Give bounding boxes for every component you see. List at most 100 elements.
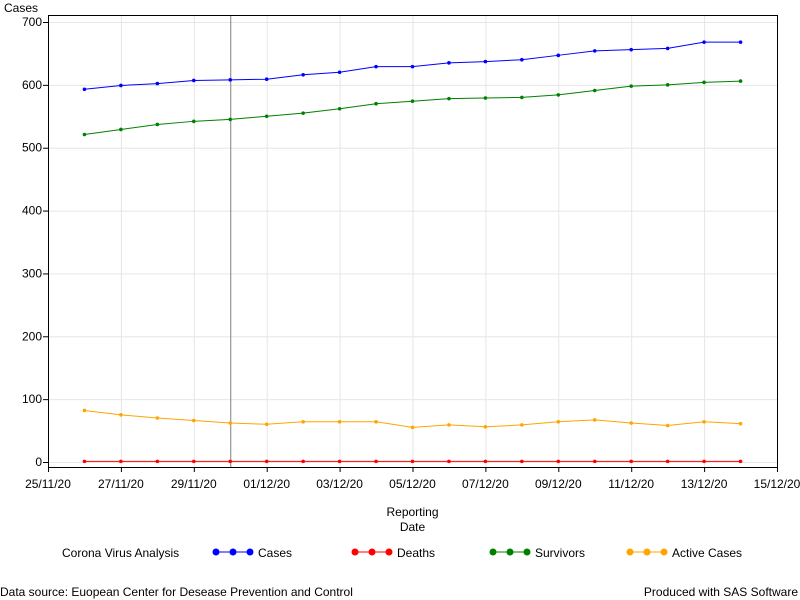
y-tick-label: 100 [22, 392, 42, 406]
data-point-survivors [82, 132, 87, 137]
data-point-cases [665, 46, 670, 51]
series-layer [82, 40, 743, 464]
data-point-active-cases [483, 425, 488, 429]
data-point-deaths [520, 459, 524, 464]
data-point-cases [192, 78, 196, 83]
data-point-cases [738, 40, 743, 44]
legend-swatch-marker [523, 548, 531, 556]
data-point-cases [410, 64, 415, 69]
data-point-survivors [410, 99, 415, 103]
data-point-deaths [410, 459, 415, 464]
data-point-survivors [520, 95, 524, 100]
data-point-active-cases [520, 423, 524, 427]
data-point-deaths [82, 459, 87, 464]
data-point-survivors [374, 101, 378, 106]
x-axis-title-line1: Reporting [386, 505, 438, 519]
data-point-cases [520, 57, 524, 62]
legend-swatch-marker [626, 548, 634, 556]
legend-label: Cases [258, 546, 292, 560]
data-point-deaths [702, 459, 706, 464]
data-point-survivors [337, 106, 342, 111]
data-point-deaths [665, 459, 670, 464]
data-point-deaths [264, 459, 269, 464]
x-tick-label: 11/12/20 [608, 477, 654, 491]
data-point-cases [629, 47, 633, 52]
legend-item-cases: Cases [212, 546, 292, 560]
data-point-survivors [738, 79, 743, 83]
data-point-survivors [264, 114, 269, 119]
data-point-active-cases [82, 408, 87, 413]
data-point-active-cases [192, 418, 196, 423]
legend-swatch-marker [246, 548, 254, 556]
data-point-cases [119, 83, 123, 88]
data-point-active-cases [155, 416, 160, 420]
y-tick-label: 600 [22, 78, 42, 92]
x-tick-label: 01/12/20 [243, 477, 290, 491]
data-point-survivors [665, 83, 670, 87]
data-point-deaths [155, 459, 160, 464]
data-point-deaths [374, 459, 378, 464]
legend-label: Active Cases [672, 546, 742, 560]
y-tick-label: 300 [22, 266, 42, 280]
data-point-deaths [228, 459, 233, 464]
data-point-survivors [483, 96, 488, 100]
gridlines [48, 15, 778, 467]
data-point-active-cases [629, 421, 633, 425]
legend-swatch-marker [351, 548, 359, 556]
data-point-survivors [119, 127, 123, 132]
data-point-cases [264, 77, 269, 81]
data-point-survivors [556, 93, 561, 97]
data-point-survivors [702, 80, 706, 85]
data-point-survivors [447, 96, 451, 101]
x-axis-title-line2: Date [400, 520, 426, 534]
data-point-cases [301, 73, 305, 77]
data-point-active-cases [556, 419, 561, 424]
y-axis-title: Cases [4, 1, 38, 15]
legend-swatch-marker [229, 548, 237, 556]
data-point-deaths [337, 459, 342, 464]
data-point-active-cases [447, 423, 451, 427]
legend: Corona Virus Analysis Cases Deaths Survivo… [62, 546, 742, 560]
data-point-deaths [738, 459, 743, 464]
data-point-cases [592, 49, 597, 53]
data-point-active-cases [337, 419, 342, 424]
data-point-active-cases [592, 418, 597, 422]
footer-credit: Produced with SAS Software [644, 585, 798, 599]
data-point-active-cases [738, 421, 743, 426]
x-tick-label: 09/12/20 [535, 477, 582, 491]
data-point-survivors [629, 84, 633, 88]
data-point-cases [82, 87, 87, 92]
footer-source: Data source: Euopean Center for Desease … [0, 585, 353, 599]
data-point-cases [228, 78, 233, 82]
x-tick-label: 15/12/20 [754, 477, 800, 491]
legend-swatch-marker [212, 548, 220, 556]
x-tick-label: 29/11/20 [171, 477, 217, 491]
legend-swatch-marker [489, 548, 497, 556]
data-point-cases [702, 40, 706, 44]
y-axis: 0 100 200 300 400 500 600 700 [22, 15, 48, 469]
y-tick-label: 400 [22, 204, 42, 218]
data-point-active-cases [374, 419, 378, 424]
x-tick-label: 25/11/20 [25, 477, 71, 491]
data-point-cases [155, 81, 160, 86]
data-point-deaths [192, 459, 196, 464]
legend-swatch-marker [385, 548, 393, 556]
data-point-deaths [629, 459, 633, 464]
legend-item-active-cases: Active Cases [626, 546, 742, 560]
data-point-deaths [119, 459, 123, 464]
data-point-cases [483, 59, 488, 64]
data-point-deaths [447, 459, 451, 464]
data-point-cases [374, 64, 378, 69]
data-point-cases [556, 53, 561, 58]
y-tick-label: 0 [35, 455, 42, 469]
data-point-active-cases [228, 421, 233, 425]
legend-label: Deaths [397, 546, 435, 560]
data-point-deaths [301, 459, 305, 464]
legend-swatch-marker [368, 548, 376, 556]
legend-swatch-marker [660, 548, 668, 556]
data-point-active-cases [702, 419, 706, 424]
x-axis: 25/11/20 27/11/20 29/11/20 01/12/20 03/12/20… [25, 467, 800, 491]
legend-swatch-marker [506, 548, 514, 556]
legend-item-survivors: Survivors [489, 546, 585, 560]
